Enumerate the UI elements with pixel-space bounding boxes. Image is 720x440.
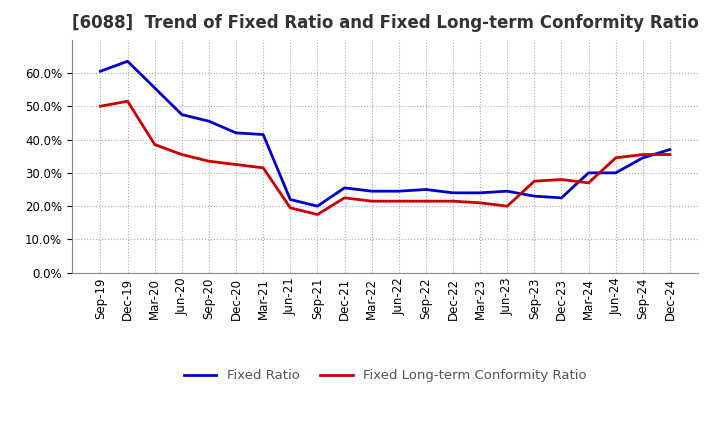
Fixed Long-term Conformity Ratio <box>449 198 457 204</box>
Fixed Ratio <box>395 188 403 194</box>
Fixed Ratio <box>123 59 132 64</box>
Fixed Long-term Conformity Ratio <box>584 180 593 186</box>
Fixed Long-term Conformity Ratio <box>665 152 674 157</box>
Fixed Long-term Conformity Ratio <box>395 198 403 204</box>
Fixed Ratio <box>421 187 430 192</box>
Fixed Long-term Conformity Ratio <box>530 179 539 184</box>
Fixed Ratio <box>286 197 294 202</box>
Fixed Ratio <box>232 130 240 136</box>
Fixed Ratio <box>96 69 105 74</box>
Line: Fixed Long-term Conformity Ratio: Fixed Long-term Conformity Ratio <box>101 101 670 214</box>
Fixed Ratio <box>367 188 376 194</box>
Fixed Long-term Conformity Ratio <box>232 162 240 167</box>
Fixed Ratio <box>449 190 457 195</box>
Fixed Ratio <box>557 195 566 201</box>
Fixed Ratio <box>313 204 322 209</box>
Line: Fixed Ratio: Fixed Ratio <box>101 61 670 206</box>
Fixed Long-term Conformity Ratio <box>421 198 430 204</box>
Fixed Long-term Conformity Ratio <box>313 212 322 217</box>
Fixed Ratio <box>259 132 268 137</box>
Fixed Ratio <box>178 112 186 117</box>
Fixed Long-term Conformity Ratio <box>341 195 349 201</box>
Fixed Long-term Conformity Ratio <box>204 158 213 164</box>
Fixed Long-term Conformity Ratio <box>150 142 159 147</box>
Fixed Ratio <box>503 188 511 194</box>
Fixed Ratio <box>204 118 213 124</box>
Fixed Long-term Conformity Ratio <box>367 198 376 204</box>
Fixed Ratio <box>611 170 620 176</box>
Fixed Ratio <box>341 185 349 191</box>
Fixed Long-term Conformity Ratio <box>557 177 566 182</box>
Fixed Long-term Conformity Ratio <box>96 103 105 109</box>
Title: [6088]  Trend of Fixed Ratio and Fixed Long-term Conformity Ratio: [6088] Trend of Fixed Ratio and Fixed Lo… <box>72 15 698 33</box>
Fixed Long-term Conformity Ratio <box>639 152 647 157</box>
Fixed Ratio <box>639 155 647 161</box>
Fixed Ratio <box>584 170 593 176</box>
Fixed Ratio <box>150 85 159 91</box>
Fixed Ratio <box>476 190 485 195</box>
Fixed Long-term Conformity Ratio <box>503 204 511 209</box>
Fixed Long-term Conformity Ratio <box>123 99 132 104</box>
Fixed Long-term Conformity Ratio <box>259 165 268 170</box>
Fixed Long-term Conformity Ratio <box>611 155 620 161</box>
Fixed Ratio <box>665 147 674 152</box>
Fixed Ratio <box>530 194 539 199</box>
Fixed Long-term Conformity Ratio <box>178 152 186 157</box>
Fixed Long-term Conformity Ratio <box>476 200 485 205</box>
Legend: Fixed Ratio, Fixed Long-term Conformity Ratio: Fixed Ratio, Fixed Long-term Conformity … <box>179 364 592 388</box>
Fixed Long-term Conformity Ratio <box>286 205 294 210</box>
